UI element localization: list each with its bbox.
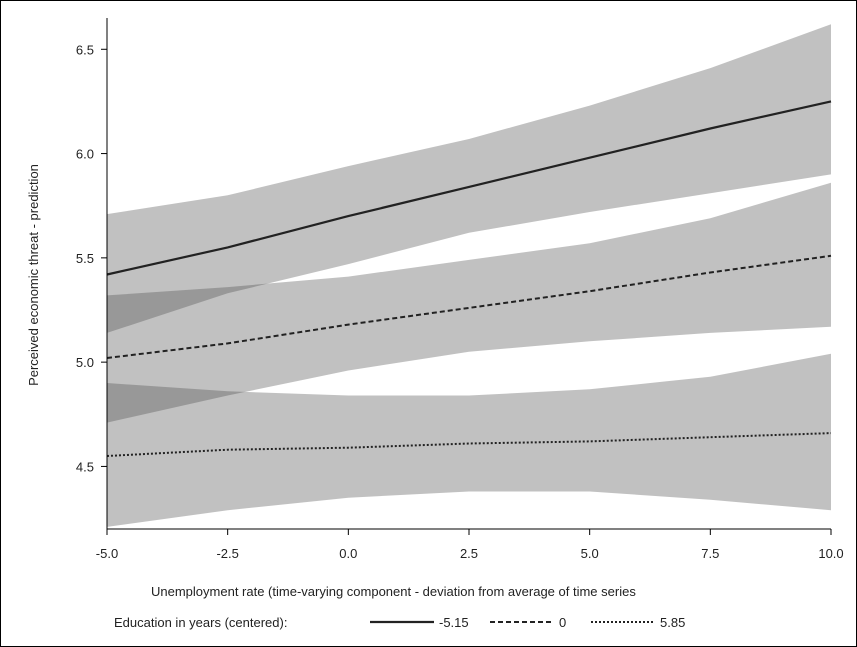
x-tick-label: 5.0 (581, 546, 599, 561)
series-line-3 (106, 432, 832, 457)
legend-label-2: 0 (559, 615, 566, 630)
x-tick-label: 0.0 (339, 546, 357, 561)
x-ticks: -5.0 -2.5 0.0 2.5 5.0 7.5 10.0 (96, 529, 844, 561)
confidence-band-2 (107, 182, 831, 423)
series-line-1 (106, 100, 832, 276)
x-tick-label: 2.5 (460, 546, 478, 561)
legend-label-1: -5.15 (439, 615, 469, 630)
legend: Education in years (centered): -5.15 0 5.8… (114, 615, 685, 630)
x-tick-label: 10.0 (818, 546, 843, 561)
y-tick-label: 4.5 (76, 459, 94, 474)
y-ticks: 4.5 5.0 5.5 6.0 6.5 (76, 42, 107, 474)
x-tick-label: -2.5 (216, 546, 238, 561)
legend-label-3: 5.85 (660, 615, 685, 630)
x-axis-title: Unemployment rate (time-varying componen… (151, 584, 636, 599)
x-tick-label: -5.0 (96, 546, 118, 561)
legend-title: Education in years (centered): (114, 615, 287, 630)
y-tick-label: 5.0 (76, 355, 94, 370)
confidence-bands (107, 24, 831, 527)
y-axis-title: Perceived economic threat - prediction (26, 164, 41, 386)
prediction-lines (106, 100, 832, 457)
y-tick-label: 6.0 (76, 147, 94, 162)
series-line-2 (106, 254, 832, 359)
y-tick-label: 6.5 (76, 42, 94, 57)
confidence-band-1 (107, 24, 831, 333)
confidence-band-3 (107, 353, 831, 527)
x-tick-label: 7.5 (701, 546, 719, 561)
y-tick-label: 5.5 (76, 251, 94, 266)
